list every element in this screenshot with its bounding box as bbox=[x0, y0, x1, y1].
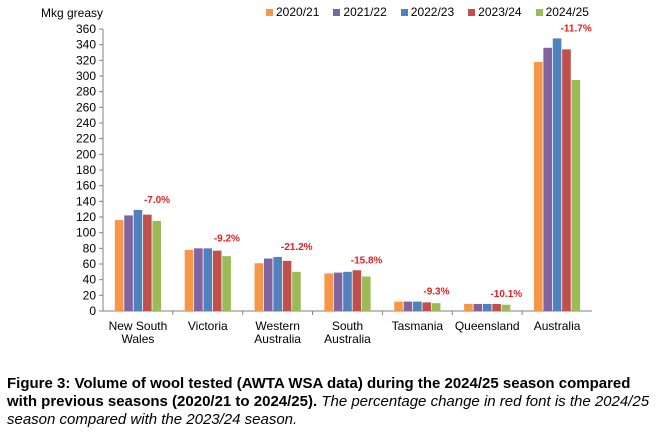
bar-2022-23-6 bbox=[552, 38, 562, 312]
legend-item: 2024/25 bbox=[535, 5, 589, 19]
pct-change-label: -10.1% bbox=[490, 289, 522, 300]
bar-2023-24-1 bbox=[212, 250, 222, 311]
caption-italic-text: The percentage change in red font is the… bbox=[7, 393, 650, 428]
bar-2020-21-4 bbox=[394, 301, 403, 311]
legend-swatch bbox=[266, 8, 273, 16]
y-tick-label: 240 bbox=[76, 116, 96, 130]
bar-2020-21-2 bbox=[254, 263, 264, 311]
y-tick-label: 80 bbox=[83, 241, 97, 255]
legend-label: 2023/24 bbox=[478, 5, 522, 19]
x-tick-label: Australia bbox=[534, 319, 581, 333]
x-tick-label: New South Wales bbox=[109, 319, 168, 346]
bar-2022-23-0 bbox=[133, 209, 143, 311]
y-tick-label: 220 bbox=[76, 132, 96, 146]
bar-2023-24-5 bbox=[492, 303, 501, 311]
bar-2024-25-5 bbox=[501, 304, 511, 311]
bar-2022-23-5 bbox=[482, 303, 492, 311]
legend-swatch bbox=[333, 8, 341, 16]
bar-2022-23-3 bbox=[343, 271, 352, 311]
y-tick-label: 40 bbox=[83, 273, 97, 287]
legend-swatch bbox=[468, 8, 476, 16]
legend-item: 2020/21 bbox=[266, 5, 319, 19]
y-tick-label: 120 bbox=[76, 210, 96, 224]
legend-swatch bbox=[535, 8, 543, 16]
y-tick-label: 0 bbox=[89, 304, 96, 318]
y-tick-label: 160 bbox=[76, 179, 96, 193]
y-tick-label: 260 bbox=[76, 100, 96, 114]
x-tick-label: Tasmania bbox=[392, 319, 444, 333]
bar-2024-25-1 bbox=[222, 256, 231, 311]
y-tick-label: 100 bbox=[76, 226, 96, 240]
y-tick-label: 300 bbox=[76, 69, 96, 83]
legend-swatch bbox=[400, 8, 408, 16]
y-axis-label: Mkg greasy bbox=[41, 6, 103, 20]
legend-item: 2022/23 bbox=[400, 5, 455, 19]
x-tick-label: Western Australia bbox=[254, 319, 301, 346]
legend-item: 2023/24 bbox=[468, 5, 522, 19]
bar-2021-22-6 bbox=[543, 47, 552, 312]
bar-2021-22-4 bbox=[403, 301, 413, 311]
pct-change-label: -9.2% bbox=[214, 233, 240, 244]
y-tick-label: 280 bbox=[76, 85, 96, 99]
chart-legend: 2020/21 2021/22 2022/23 2023/24 2024/25 bbox=[266, 5, 603, 19]
x-tick-label: Queensland bbox=[455, 319, 520, 333]
bar-2022-23-2 bbox=[273, 256, 282, 311]
bar-2020-21-6 bbox=[533, 61, 543, 312]
pct-change-label: -21.2% bbox=[281, 242, 313, 253]
y-tick-label: 180 bbox=[76, 163, 96, 177]
bar-2023-24-4 bbox=[422, 302, 432, 311]
bar-2021-22-5 bbox=[473, 303, 483, 311]
pct-change-label: -7.0% bbox=[144, 195, 170, 206]
bar-2022-23-1 bbox=[203, 248, 213, 311]
bar-2020-21-3 bbox=[324, 273, 333, 311]
y-tick-label: 200 bbox=[76, 147, 96, 161]
y-tick-label: 360 bbox=[76, 22, 96, 36]
bar-2024-25-4 bbox=[431, 303, 441, 311]
bar-2024-25-0 bbox=[152, 220, 162, 311]
figure-caption: Figure 3: Volume of wool tested (AWTA WS… bbox=[7, 375, 657, 429]
y-tick-label: 320 bbox=[76, 53, 96, 67]
chart-annotations: -7.0% -9.2% -21.2% -15.8% -9.3% -10.1% -11.7% bbox=[144, 23, 592, 300]
bar-2024-25-3 bbox=[362, 276, 371, 311]
y-tick-label: 60 bbox=[83, 257, 97, 271]
bar-2024-25-6 bbox=[571, 79, 581, 312]
pct-change-label: -9.3% bbox=[423, 287, 449, 298]
bar-2021-22-1 bbox=[194, 248, 203, 311]
bar-2020-21-1 bbox=[184, 249, 194, 311]
bar-2024-25-2 bbox=[292, 271, 301, 311]
bar-2021-22-3 bbox=[333, 272, 343, 311]
legend-item: 2021/22 bbox=[333, 5, 387, 19]
bar-2023-24-2 bbox=[282, 260, 292, 311]
bar-2023-24-6 bbox=[562, 49, 571, 311]
x-tick-label: South Australia bbox=[324, 319, 371, 346]
x-tick-label: Victoria bbox=[188, 319, 228, 333]
bar-2021-22-0 bbox=[124, 215, 133, 311]
legend-label: 2021/22 bbox=[343, 5, 387, 19]
y-tick-label: 20 bbox=[83, 288, 97, 302]
legend-label: 2020/21 bbox=[276, 5, 320, 19]
legend-label: 2024/25 bbox=[545, 5, 589, 19]
bar-2020-21-5 bbox=[464, 303, 473, 311]
bar-2021-22-2 bbox=[263, 258, 273, 311]
legend-label: 2022/23 bbox=[410, 5, 455, 19]
chart-bars bbox=[114, 38, 581, 312]
pct-change-label: -15.8% bbox=[351, 255, 383, 266]
pct-change-label: -11.7% bbox=[561, 23, 592, 34]
y-tick-label: 340 bbox=[76, 38, 96, 52]
bar-2020-21-0 bbox=[114, 220, 124, 311]
bar-2023-24-0 bbox=[143, 214, 152, 311]
bar-2023-24-3 bbox=[352, 270, 362, 311]
y-tick-label: 140 bbox=[76, 194, 96, 208]
bar-2022-23-4 bbox=[413, 301, 422, 311]
caption-bold-text: Figure 3: Volume of wool tested (AWTA WS… bbox=[7, 375, 631, 410]
